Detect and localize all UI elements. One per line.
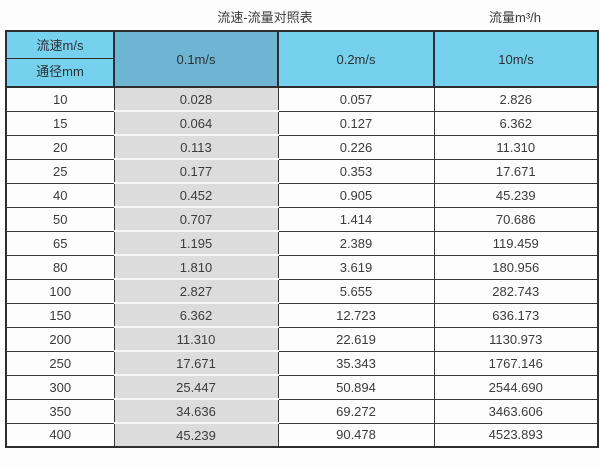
value-cell: 2.389 — [277, 230, 435, 256]
value-cell: 12.723 — [277, 302, 435, 328]
value-cell: 22.619 — [277, 326, 435, 352]
value-cell: 17.671 — [433, 158, 599, 184]
value-cell: 69.272 — [277, 398, 435, 424]
value-cell: 119.459 — [433, 230, 599, 256]
diameter-cell: 150 — [5, 302, 115, 328]
value-cell: 11.310 — [113, 326, 279, 352]
table-row: 15 0.064 0.127 6.362 — [5, 110, 599, 136]
value-cell: 50.894 — [277, 374, 435, 400]
diameter-cell: 200 — [5, 326, 115, 352]
diameter-cell: 100 — [5, 278, 115, 304]
value-cell: 11.310 — [433, 134, 599, 160]
value-cell: 0.707 — [113, 206, 279, 232]
diameter-cell: 10 — [5, 86, 115, 112]
table-row: 100 2.827 5.655 282.743 — [5, 278, 599, 304]
value-cell: 0.057 — [277, 86, 435, 112]
header-row: 流速m/s 通径mm 0.1m/s 0.2m/s 10m/s — [5, 30, 599, 88]
table-row: 20 0.113 0.226 11.310 — [5, 134, 599, 160]
diameter-cell: 50 — [5, 206, 115, 232]
diameter-cell: 65 — [5, 230, 115, 256]
table-row: 10 0.028 0.057 2.826 — [5, 86, 599, 112]
table-row: 40 0.452 0.905 45.239 — [5, 182, 599, 208]
table-row: 65 1.195 2.389 119.459 — [5, 230, 599, 256]
value-cell: 3.619 — [277, 254, 435, 280]
value-cell: 17.671 — [113, 350, 279, 376]
value-cell: 636.173 — [433, 302, 599, 328]
diameter-cell: 40 — [5, 182, 115, 208]
value-cell: 25.447 — [113, 374, 279, 400]
flow-rate-table: 流速m/s 通径mm 0.1m/s 0.2m/s 10m/s 10 0.028 0.… — [5, 30, 599, 448]
table-row: 25 0.177 0.353 17.671 — [5, 158, 599, 184]
column-header-10ms: 10m/s — [433, 30, 599, 88]
value-cell: 180.956 — [433, 254, 599, 280]
value-cell: 0.905 — [277, 182, 435, 208]
diameter-cell: 300 — [5, 374, 115, 400]
value-cell: 5.655 — [277, 278, 435, 304]
value-cell: 1767.146 — [433, 350, 599, 376]
table-row: 250 17.671 35.343 1767.146 — [5, 350, 599, 376]
value-cell: 6.362 — [113, 302, 279, 328]
table-body: 10 0.028 0.057 2.826 15 0.064 0.127 6.362 20 0.11… — [5, 86, 599, 448]
diameter-cell: 80 — [5, 254, 115, 280]
value-cell: 0.177 — [113, 158, 279, 184]
diameter-header-label: 通径mm — [36, 64, 84, 79]
diameter-cell: 250 — [5, 350, 115, 376]
value-cell: 0.452 — [113, 182, 279, 208]
value-cell: 0.028 — [113, 86, 279, 112]
value-cell: 0.353 — [277, 158, 435, 184]
value-cell: 2544.690 — [433, 374, 599, 400]
title-bar: 流速-流量对照表 流量m³/h — [0, 0, 600, 30]
value-cell: 0.113 — [113, 134, 279, 160]
value-cell: 6.362 — [433, 110, 599, 136]
value-cell: 282.743 — [433, 278, 599, 304]
column-header-0-2ms: 0.2m/s — [277, 30, 435, 88]
diameter-cell: 20 — [5, 134, 115, 160]
value-cell: 1.810 — [113, 254, 279, 280]
diameter-cell: 25 — [5, 158, 115, 184]
value-cell: 0.127 — [277, 110, 435, 136]
value-cell: 4523.893 — [433, 422, 599, 448]
value-cell: 34.636 — [113, 398, 279, 424]
value-cell: 70.686 — [433, 206, 599, 232]
value-cell: 45.239 — [113, 422, 279, 448]
table-row: 350 34.636 69.272 3463.606 — [5, 398, 599, 424]
value-cell: 1.414 — [277, 206, 435, 232]
value-cell: 35.343 — [277, 350, 435, 376]
diameter-cell: 400 — [5, 422, 115, 448]
value-cell: 1.195 — [113, 230, 279, 256]
value-cell: 2.826 — [433, 86, 599, 112]
table-row: 200 11.310 22.619 1130.973 — [5, 326, 599, 352]
value-cell: 0.064 — [113, 110, 279, 136]
table-title: 流速-流量对照表 — [217, 10, 313, 25]
diameter-cell: 15 — [5, 110, 115, 136]
diameter-cell: 350 — [5, 398, 115, 424]
value-cell: 45.239 — [433, 182, 599, 208]
table-row: 150 6.362 12.723 636.173 — [5, 302, 599, 328]
value-cell: 1130.973 — [433, 326, 599, 352]
table-row: 80 1.810 3.619 180.956 — [5, 254, 599, 280]
value-cell: 0.226 — [277, 134, 435, 160]
value-cell: 90.478 — [277, 422, 435, 448]
value-cell: 2.827 — [113, 278, 279, 304]
table-row: 50 0.707 1.414 70.686 — [5, 206, 599, 232]
column-header-0-1ms: 0.1m/s — [113, 30, 279, 88]
corner-header-cell: 流速m/s 通径mm — [5, 30, 115, 88]
flow-unit-label: 流量m³/h — [489, 10, 542, 25]
value-cell: 3463.606 — [433, 398, 599, 424]
table-row: 400 45.239 90.478 4523.893 — [5, 422, 599, 448]
velocity-header-label: 流速m/s — [8, 33, 112, 59]
table-row: 300 25.447 50.894 2544.690 — [5, 374, 599, 400]
table-header: 流速m/s 通径mm 0.1m/s 0.2m/s 10m/s — [5, 30, 599, 88]
